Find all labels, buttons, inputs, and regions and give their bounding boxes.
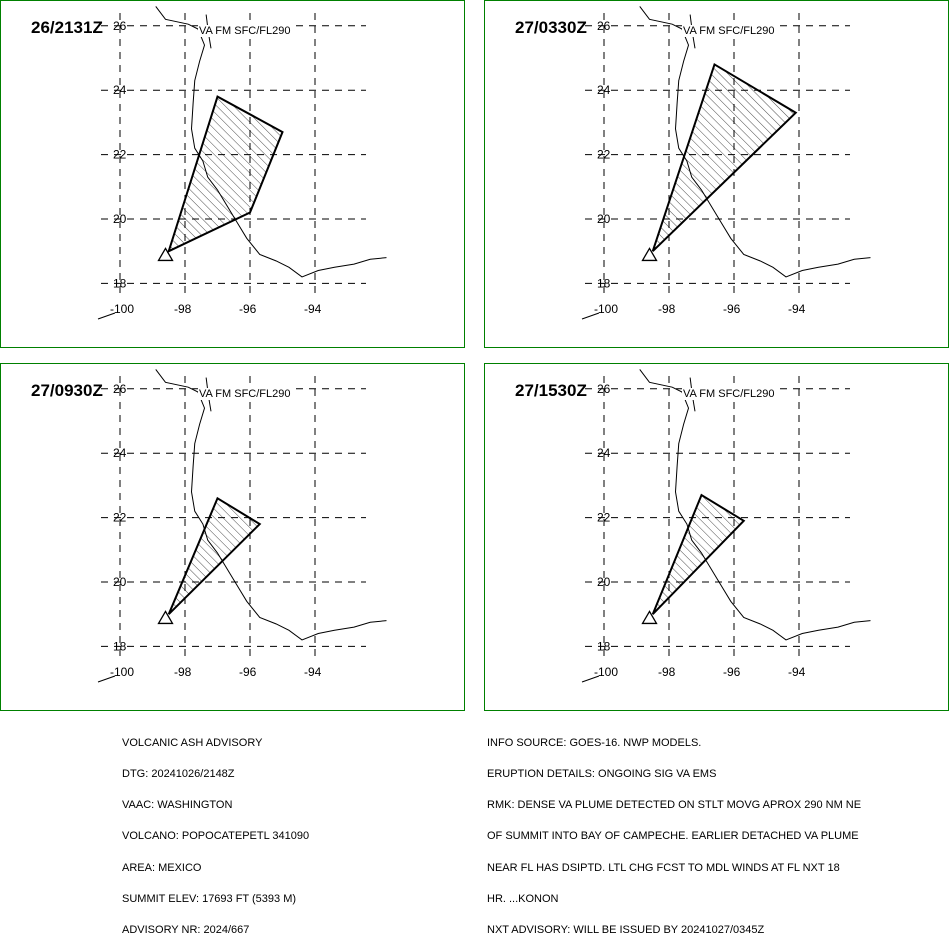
latitude-label: 18 <box>597 276 611 290</box>
longitude-label: -100 <box>110 302 134 316</box>
latitude-label: 24 <box>597 83 611 97</box>
map-canvas: 26 24 22 20 18 -100 -98 -96 -94 <box>581 369 871 683</box>
coastline <box>639 369 871 641</box>
longitude-label: -98 <box>174 665 192 679</box>
triangle-icon <box>641 247 658 262</box>
advisory-line: OF SUMMIT INTO BAY OF CAMPECHE. EARLIER … <box>487 830 859 843</box>
panel-time-label: 27/0330Z <box>515 18 587 37</box>
triangle-icon <box>157 610 174 625</box>
advisory-line: INFO SOURCE: GOES-16. NWP MODELS. <box>487 736 702 749</box>
map-panel-1: 26 24 22 20 18 -100 -98 -96 -94 26/2131Z VA FM S… <box>0 0 465 348</box>
longitude-label: -100 <box>594 665 618 679</box>
latitude-label: 22 <box>113 511 127 525</box>
latitude-label: 26 <box>597 382 611 396</box>
longitude-label: -96 <box>723 302 741 316</box>
latitude-label: 24 <box>597 446 611 460</box>
longitude-label: -98 <box>658 302 676 316</box>
panel-level-label: VA FM SFC/FL290 <box>198 388 292 400</box>
triangle-icon <box>641 610 658 625</box>
panel-time-label: 27/1530Z <box>515 381 587 400</box>
longitude-label: -94 <box>788 302 806 316</box>
label-leader-line <box>97 312 116 320</box>
triangle-icon <box>157 247 174 262</box>
label-leader-line <box>581 675 600 683</box>
map-canvas: 26 24 22 20 18 -100 -98 -96 -94 <box>97 369 387 683</box>
advisory-line: HR. ...KONON <box>487 892 559 905</box>
longitude-label: -98 <box>658 665 676 679</box>
panel-level-label: VA FM SFC/FL290 <box>682 388 776 400</box>
advisory-line: RMK: DENSE VA PLUME DETECTED ON STLT MOV… <box>487 799 862 812</box>
map-canvas: 26 24 22 20 18 -100 -98 -96 -94 <box>581 6 871 320</box>
advisory-line: NXT ADVISORY: WILL BE ISSUED BY 20241027… <box>487 924 765 937</box>
latitude-label: 22 <box>597 148 611 162</box>
latitude-label: 18 <box>597 639 611 653</box>
latitude-label: 18 <box>113 639 127 653</box>
ash-cloud-polygon <box>167 95 284 254</box>
longitude-label: -100 <box>110 665 134 679</box>
label-leader-line <box>581 312 600 320</box>
latitude-label: 22 <box>113 148 127 162</box>
advisory-header-block: VOLCANIC ASH ADVISORY DTG: 20241026/2148… <box>122 717 472 946</box>
latitude-label: 20 <box>113 212 127 226</box>
coastline <box>155 369 387 641</box>
ash-cloud-polygon <box>167 496 262 615</box>
longitude-label: -96 <box>239 302 257 316</box>
advisory-line: DTG: 20241026/2148Z <box>122 768 235 781</box>
advisory-details-block: INFO SOURCE: GOES-16. NWP MODELS. ERUPTI… <box>487 717 937 946</box>
longitude-label: -96 <box>723 665 741 679</box>
latitude-label: 24 <box>113 83 127 97</box>
panel-level-label: VA FM SFC/FL290 <box>682 25 776 37</box>
label-leader-line <box>97 675 116 683</box>
advisory-line: SUMMIT ELEV: 17693 FT (5393 M) <box>122 892 297 905</box>
latitude-label: 20 <box>597 575 611 589</box>
advisory-line: AREA: MEXICO <box>122 861 202 874</box>
panel-time-label: 27/0930Z <box>31 381 103 400</box>
longitude-label: -100 <box>594 302 618 316</box>
latitude-label: 26 <box>113 19 127 33</box>
longitude-label: -94 <box>788 665 806 679</box>
longitude-label: -94 <box>304 665 322 679</box>
panel-time-label: 26/2131Z <box>31 18 103 37</box>
map-canvas: 26 24 22 20 18 -100 -98 -96 -94 <box>97 6 387 320</box>
advisory-line: ERUPTION DETAILS: ONGOING SIG VA EMS <box>487 768 717 781</box>
advisory-line: VAAC: WASHINGTON <box>122 799 233 812</box>
longitude-label: -94 <box>304 302 322 316</box>
latitude-label: 26 <box>113 382 127 396</box>
latitude-label: 22 <box>597 511 611 525</box>
panel-level-label: VA FM SFC/FL290 <box>198 25 292 37</box>
advisory-line: VOLCANO: POPOCATEPETL 341090 <box>122 830 310 843</box>
longitude-label: -96 <box>239 665 257 679</box>
longitude-label: -98 <box>174 302 192 316</box>
latitude-label: 18 <box>113 276 127 290</box>
latitude-label: 24 <box>113 446 127 460</box>
map-panel-3: 26 24 22 20 18 -100 -98 -96 -94 27/0930Z VA FM S… <box>0 363 465 711</box>
latitude-label: 20 <box>113 575 127 589</box>
latitude-label: 26 <box>597 19 611 33</box>
latitude-label: 20 <box>597 212 611 226</box>
map-panel-2: 26 24 22 20 18 -100 -98 -96 -94 27/0330Z VA FM S… <box>484 0 949 348</box>
map-panel-4: 26 24 22 20 18 -100 -98 -96 -94 27/1530Z VA FM S… <box>484 363 949 711</box>
advisory-line: ADVISORY NR: 2024/667 <box>122 924 250 937</box>
ash-cloud-polygon <box>651 62 798 252</box>
advisory-line: NEAR FL HAS DSIPTD. LTL CHG FCST TO MDL … <box>487 861 840 874</box>
advisory-line: VOLCANIC ASH ADVISORY <box>122 736 263 749</box>
ash-cloud-polygon <box>651 493 746 615</box>
